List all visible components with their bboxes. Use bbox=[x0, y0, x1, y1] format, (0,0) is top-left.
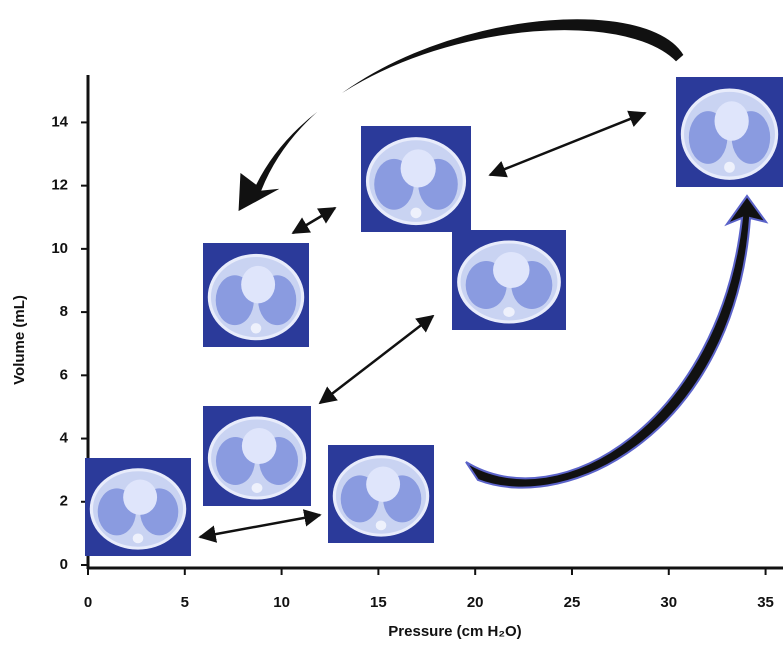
x-tick-label: 25 bbox=[564, 594, 581, 611]
arrow bbox=[198, 509, 322, 543]
curved-arrow bbox=[237, 18, 685, 213]
ct-image bbox=[83, 456, 193, 558]
x-axis-label: Pressure (cm H₂O) bbox=[388, 623, 521, 640]
x-tick-label: 10 bbox=[273, 594, 290, 611]
ct-image bbox=[326, 443, 436, 545]
x-tick-label: 15 bbox=[370, 594, 387, 611]
y-tick-label: 0 bbox=[60, 556, 68, 573]
y-tick-label: 12 bbox=[51, 177, 68, 194]
x-tick-label: 0 bbox=[84, 594, 92, 611]
ct-images bbox=[83, 75, 783, 558]
ct-image bbox=[201, 241, 311, 349]
ct-image bbox=[201, 404, 313, 508]
y-tick-label: 6 bbox=[60, 366, 68, 383]
y-tick-label: 2 bbox=[60, 493, 68, 510]
y-tick-label: 14 bbox=[51, 113, 68, 130]
ct-image bbox=[359, 124, 473, 234]
arrow bbox=[291, 206, 337, 235]
ct-image bbox=[674, 75, 783, 189]
arrow bbox=[318, 314, 435, 405]
ct-image bbox=[450, 228, 568, 332]
arrows bbox=[198, 110, 647, 543]
curved-arrow bbox=[465, 194, 769, 489]
y-tick-label: 8 bbox=[60, 303, 68, 320]
y-axis-label: Volume (mL) bbox=[11, 295, 28, 385]
x-tick-label: 35 bbox=[757, 594, 774, 611]
x-tick-label: 5 bbox=[181, 594, 189, 611]
y-tick-label: 4 bbox=[60, 430, 69, 447]
x-tick-label: 30 bbox=[660, 594, 677, 611]
arrow bbox=[488, 110, 647, 178]
y-tick-label: 10 bbox=[51, 240, 68, 257]
x-tick-label: 20 bbox=[467, 594, 484, 611]
